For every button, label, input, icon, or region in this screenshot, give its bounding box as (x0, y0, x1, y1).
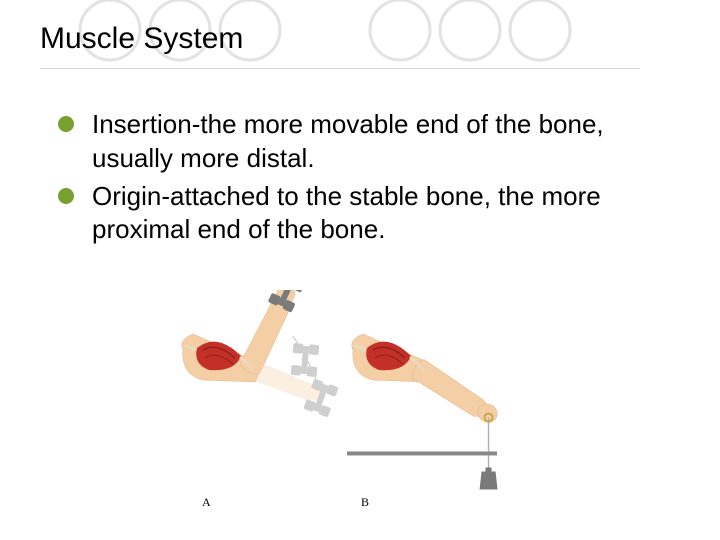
bullet-text: Insertion-the more movable end of the bo… (92, 109, 604, 173)
bullet-item: Insertion-the more movable end of the bo… (58, 108, 638, 176)
muscle-illustration (175, 290, 505, 510)
page-title: Muscle System (40, 22, 243, 56)
title-divider (40, 68, 640, 69)
bullet-list: Insertion-the more movable end of the bo… (58, 108, 638, 251)
bullet-dot-icon (58, 188, 74, 204)
bullet-item: Origin-attached to the stable bone, the … (58, 180, 638, 248)
figure-label-a: A (202, 495, 211, 510)
figure-label-b: B (361, 495, 369, 510)
bullet-dot-icon (58, 116, 74, 132)
bullet-text: Origin-attached to the stable bone, the … (92, 181, 601, 245)
title-text: Muscle System (40, 22, 243, 55)
